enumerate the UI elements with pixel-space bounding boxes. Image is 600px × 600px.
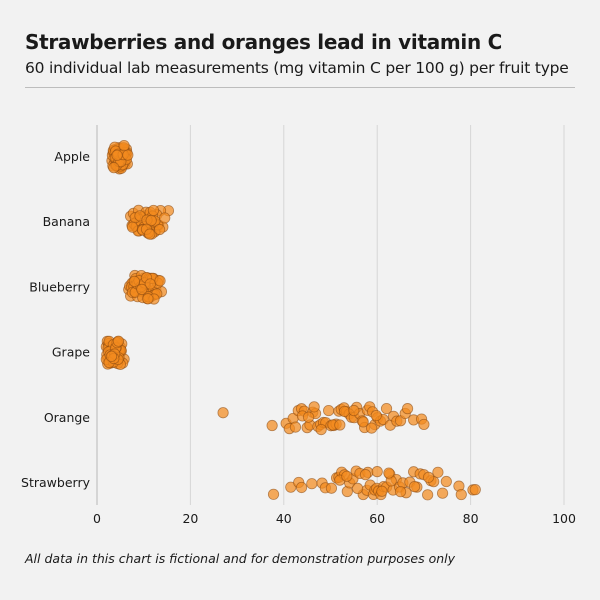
data-point-strawberry <box>295 481 308 494</box>
data-point-strawberry <box>394 486 407 498</box>
data-point-apple <box>118 139 130 152</box>
data-point-orange <box>308 401 320 413</box>
x-tick-label: 20 <box>182 511 198 526</box>
data-point-blueberry <box>154 275 166 287</box>
footnote: All data in this chart is fictional and … <box>25 551 456 566</box>
data-point-strawberry <box>436 487 449 499</box>
data-point-grape <box>112 335 125 347</box>
data-point-blueberry <box>136 283 148 295</box>
data-point-blueberry <box>142 293 154 305</box>
x-tick-label: 100 <box>552 511 576 526</box>
data-point-apple <box>108 162 120 174</box>
data-point-strawberry <box>359 469 372 481</box>
data-point-orange <box>323 404 335 417</box>
data-point-strawberry <box>432 466 444 478</box>
x-tick-label: 60 <box>369 511 385 526</box>
data-point-strawberry <box>325 482 338 494</box>
y-category-label: Banana <box>43 214 90 229</box>
header-divider <box>25 87 575 88</box>
data-point-strawberry <box>422 489 434 501</box>
x-axis-ticks: 0 20 40 60 80 100 <box>93 511 576 526</box>
data-point-orange <box>380 402 393 415</box>
data-point-apple <box>111 149 123 161</box>
data-point-strawberry <box>440 475 452 488</box>
data-point-orange <box>338 405 351 418</box>
data-point-orange <box>418 418 430 431</box>
data-point-banana <box>147 204 160 217</box>
data-point-orange <box>348 404 360 417</box>
data-point-banana <box>126 221 139 233</box>
data-point-strawberry <box>376 485 388 497</box>
data-point-orange <box>315 423 327 436</box>
data-point-orange <box>289 421 302 433</box>
y-category-label: Apple <box>54 149 90 164</box>
y-category-label: Strawberry <box>21 475 91 490</box>
data-point-orange <box>370 409 382 422</box>
data-point-banana <box>159 212 171 224</box>
y-category-label: Grape <box>52 345 90 360</box>
x-tick-label: 80 <box>463 511 479 526</box>
data-point-blueberry <box>128 275 140 287</box>
data-point-banana <box>144 228 156 240</box>
data-point-strawberry <box>422 471 435 483</box>
y-axis-labels: Apple Banana Blueberry Grape Orange Strawberr… <box>21 149 91 490</box>
data-point-orange <box>266 419 278 432</box>
x-tick-label: 0 <box>93 511 101 526</box>
data-point-apple <box>122 149 134 161</box>
data-point-orange <box>217 407 229 419</box>
data-point-strawberry <box>469 484 481 496</box>
data-point-orange <box>365 422 378 434</box>
data-point-strawberry <box>371 466 383 478</box>
gridlines <box>96 125 565 505</box>
chart-title: Strawberries and oranges lead in vitamin… <box>25 30 502 54</box>
data-points <box>100 139 481 501</box>
data-point-strawberry <box>341 470 353 482</box>
data-point-strawberry <box>383 467 395 479</box>
data-point-strawberry <box>351 482 364 494</box>
data-point-banana <box>153 223 166 236</box>
data-point-grape <box>105 350 118 362</box>
chart-subtitle: 60 individual lab measurements (mg vitam… <box>25 59 569 77</box>
data-point-strawberry <box>267 488 280 500</box>
data-point-orange <box>302 411 315 423</box>
data-point-strawberry <box>306 478 318 490</box>
data-point-strawberry <box>408 481 421 493</box>
data-point-strawberry <box>455 488 467 501</box>
y-category-label: Blueberry <box>29 279 90 294</box>
data-point-orange <box>357 416 369 428</box>
x-tick-label: 40 <box>276 511 292 526</box>
y-category-label: Orange <box>44 410 90 425</box>
data-point-orange <box>334 419 346 431</box>
data-point-orange <box>401 403 414 415</box>
